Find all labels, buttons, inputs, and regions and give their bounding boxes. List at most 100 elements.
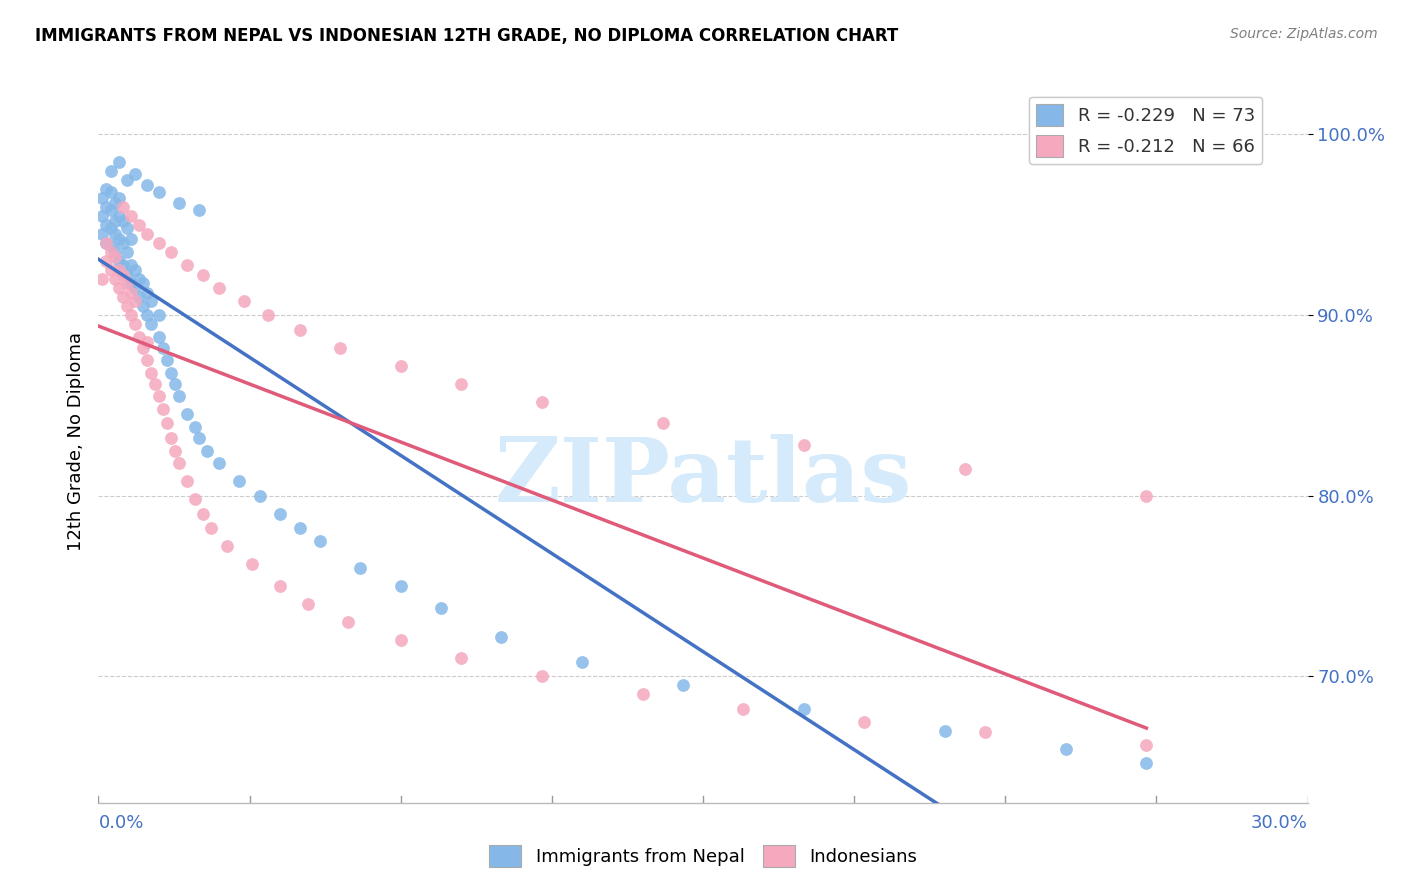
Point xyxy=(124,317,146,331)
Point xyxy=(100,203,122,218)
Point xyxy=(115,244,138,259)
Point xyxy=(176,258,198,272)
Point xyxy=(200,521,222,535)
Point xyxy=(491,630,513,644)
Point xyxy=(103,244,125,259)
Point xyxy=(228,475,250,489)
Point xyxy=(530,669,553,683)
Point xyxy=(115,299,138,313)
Point xyxy=(100,263,122,277)
Point xyxy=(208,281,231,295)
Point xyxy=(148,389,170,403)
Point xyxy=(193,268,215,283)
Point xyxy=(132,299,155,313)
Point xyxy=(184,492,207,507)
Point xyxy=(217,539,239,553)
Legend: Immigrants from Nepal, Indonesians: Immigrants from Nepal, Indonesians xyxy=(481,838,925,874)
Point xyxy=(132,276,155,290)
Point xyxy=(148,186,170,200)
Point xyxy=(139,293,162,308)
Point xyxy=(100,239,122,253)
Point xyxy=(249,489,271,503)
Point xyxy=(100,244,122,259)
Point xyxy=(184,420,207,434)
Point xyxy=(672,678,695,692)
Point xyxy=(91,191,114,205)
Point xyxy=(571,655,593,669)
Point xyxy=(193,507,215,521)
Point xyxy=(793,702,815,716)
Point xyxy=(120,258,142,272)
Point xyxy=(148,330,170,344)
Point xyxy=(1135,489,1157,503)
Point xyxy=(100,186,122,200)
Text: IMMIGRANTS FROM NEPAL VS INDONESIAN 12TH GRADE, NO DIPLOMA CORRELATION CHART: IMMIGRANTS FROM NEPAL VS INDONESIAN 12TH… xyxy=(35,27,898,45)
Text: Source: ZipAtlas.com: Source: ZipAtlas.com xyxy=(1230,27,1378,41)
Point xyxy=(160,431,183,445)
Point xyxy=(1135,738,1157,752)
Point xyxy=(96,181,118,195)
Point xyxy=(128,330,150,344)
Point xyxy=(111,258,134,272)
Point xyxy=(135,308,157,322)
Point xyxy=(176,475,198,489)
Point xyxy=(96,235,118,250)
Point xyxy=(974,725,997,739)
Point xyxy=(103,272,125,286)
Point xyxy=(288,322,311,336)
Point xyxy=(450,651,472,665)
Point xyxy=(853,714,876,729)
Point xyxy=(111,290,134,304)
Point xyxy=(163,443,186,458)
Point xyxy=(91,209,114,223)
Point xyxy=(91,227,114,241)
Point xyxy=(430,600,453,615)
Point xyxy=(167,389,190,403)
Point xyxy=(232,293,254,308)
Text: 0.0%: 0.0% xyxy=(98,814,143,831)
Point xyxy=(100,221,122,235)
Point xyxy=(167,196,190,211)
Point xyxy=(128,272,150,286)
Point xyxy=(107,263,129,277)
Point xyxy=(167,456,190,470)
Point xyxy=(288,521,311,535)
Point xyxy=(208,456,231,470)
Point xyxy=(103,227,125,241)
Point xyxy=(256,308,278,322)
Point xyxy=(163,376,186,391)
Point xyxy=(240,558,263,572)
Text: ZIPatlas: ZIPatlas xyxy=(495,434,911,521)
Point xyxy=(120,308,142,322)
Point xyxy=(107,154,129,169)
Point xyxy=(115,221,138,235)
Point xyxy=(135,178,157,192)
Point xyxy=(309,533,332,548)
Point xyxy=(156,353,179,368)
Point xyxy=(124,263,146,277)
Point xyxy=(135,227,157,241)
Point xyxy=(107,281,129,295)
Point xyxy=(188,431,211,445)
Point xyxy=(128,290,150,304)
Point xyxy=(107,253,129,268)
Point xyxy=(143,376,166,391)
Point xyxy=(120,232,142,246)
Point xyxy=(124,281,146,295)
Point xyxy=(135,353,157,368)
Point xyxy=(1135,756,1157,770)
Point xyxy=(297,597,319,611)
Point xyxy=(389,359,412,373)
Point xyxy=(329,341,352,355)
Point xyxy=(160,366,183,380)
Point xyxy=(793,438,815,452)
Point xyxy=(96,200,118,214)
Point xyxy=(148,308,170,322)
Point xyxy=(115,268,138,283)
Point xyxy=(156,417,179,431)
Point xyxy=(389,633,412,648)
Text: 30.0%: 30.0% xyxy=(1251,814,1308,831)
Point xyxy=(450,376,472,391)
Point xyxy=(128,218,150,232)
Point xyxy=(115,172,138,186)
